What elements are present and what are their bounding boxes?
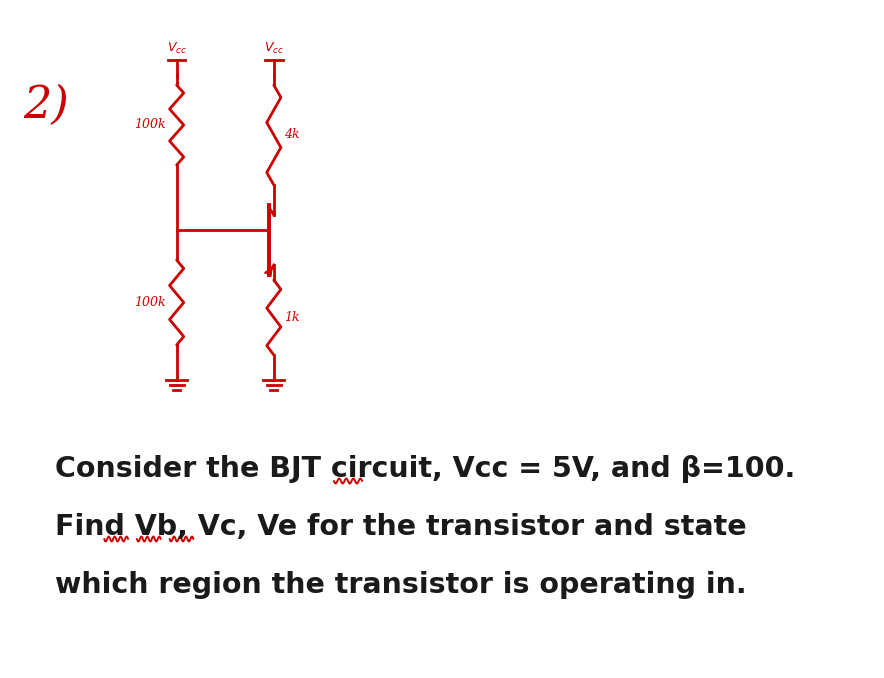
Text: which region the transistor is operating in.: which region the transistor is operating… <box>55 571 746 599</box>
Text: 1k: 1k <box>285 311 300 324</box>
Text: 2): 2) <box>23 83 69 127</box>
Text: Find Vb, Vc, Ve for the transistor and state: Find Vb, Vc, Ve for the transistor and s… <box>55 513 746 541</box>
Text: 100k: 100k <box>134 119 166 132</box>
Text: $V_{cc}$: $V_{cc}$ <box>166 41 187 56</box>
Text: 100k: 100k <box>134 296 166 309</box>
Text: 4k: 4k <box>285 129 300 142</box>
Text: $V_{cc}$: $V_{cc}$ <box>263 41 284 56</box>
Text: Consider the BJT circuit, Vcc = 5V, and β=100.: Consider the BJT circuit, Vcc = 5V, and … <box>55 455 795 483</box>
